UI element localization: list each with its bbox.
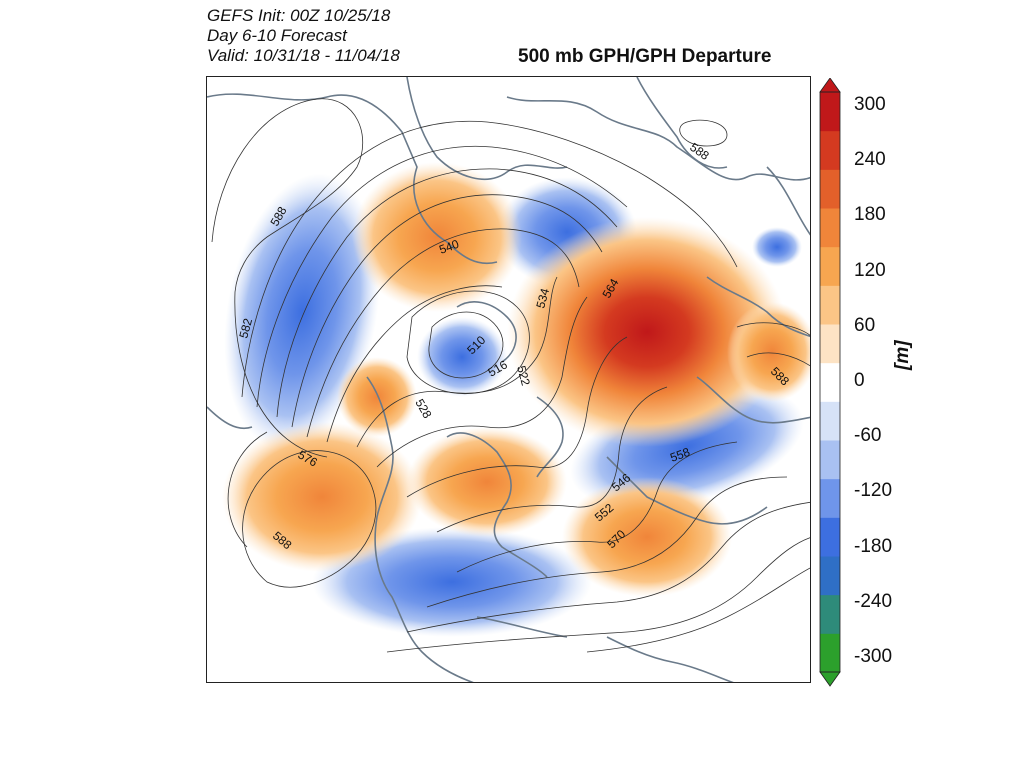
colorbar-tick: 240	[854, 149, 886, 170]
valid-text: Valid: 10/31/18 - 11/04/18	[207, 46, 400, 65]
colorbar-band	[820, 285, 840, 325]
colorbar-band	[820, 208, 840, 248]
colorbar-tick: -120	[854, 480, 893, 501]
colorbar-tick: -240	[854, 591, 893, 612]
colorbar-tick: -300	[854, 646, 893, 667]
colorbar: 300 240 180 120 60 0 -60 -120 -180 -240 …	[816, 77, 936, 690]
colorbar-band	[820, 594, 840, 634]
colorbar-tick: 300	[854, 94, 886, 115]
colorbar-tick: 60	[854, 315, 876, 336]
contour-label: 540	[437, 237, 461, 257]
map-title: 500 mb GPH/GPH Departure	[518, 46, 772, 67]
colorbar-unit: [m]	[892, 340, 913, 370]
colorbar-band	[820, 169, 840, 209]
colorbar-band	[820, 130, 840, 170]
colorbar-band	[820, 362, 840, 402]
colorbar-band	[820, 478, 840, 518]
contour-label: 522	[514, 364, 533, 387]
height-contours	[211, 98, 810, 653]
period-text: Day 6-10 Forecast	[207, 26, 347, 45]
colorbar-band	[820, 246, 840, 286]
colorbar-tick: 120	[854, 260, 886, 281]
colorbar-band	[820, 517, 840, 557]
map-svg: 588 582 576 588 540 510 516 528 522 534 …	[207, 77, 810, 682]
colorbar-svg	[819, 77, 841, 687]
contour-label: 588	[687, 140, 712, 163]
contour-label: 558	[668, 445, 692, 465]
colorbar-band	[820, 633, 840, 673]
map-panel: 588 582 576 588 540 510 516 528 522 534 …	[206, 76, 811, 683]
colorbar-band	[820, 440, 840, 480]
colorbar-tick: 0	[854, 370, 865, 391]
colorbar-band	[820, 556, 840, 596]
colorbar-tick: -180	[854, 536, 893, 557]
colorbar-band	[820, 401, 840, 441]
init-text: GEFS Init: 00Z 10/25/18	[207, 6, 391, 25]
colorbar-band	[820, 92, 840, 132]
anomaly-shading	[222, 162, 810, 637]
contour-label: 582	[236, 316, 255, 339]
forecast-info: GEFS Init: 00Z 10/25/18 Day 6-10 Forecas…	[207, 6, 400, 66]
colorbar-band	[820, 324, 840, 364]
colorbar-tick: -60	[854, 425, 882, 446]
contour-label: 534	[533, 286, 552, 309]
coastlines	[207, 77, 810, 682]
colorbar-tick: 180	[854, 204, 886, 225]
